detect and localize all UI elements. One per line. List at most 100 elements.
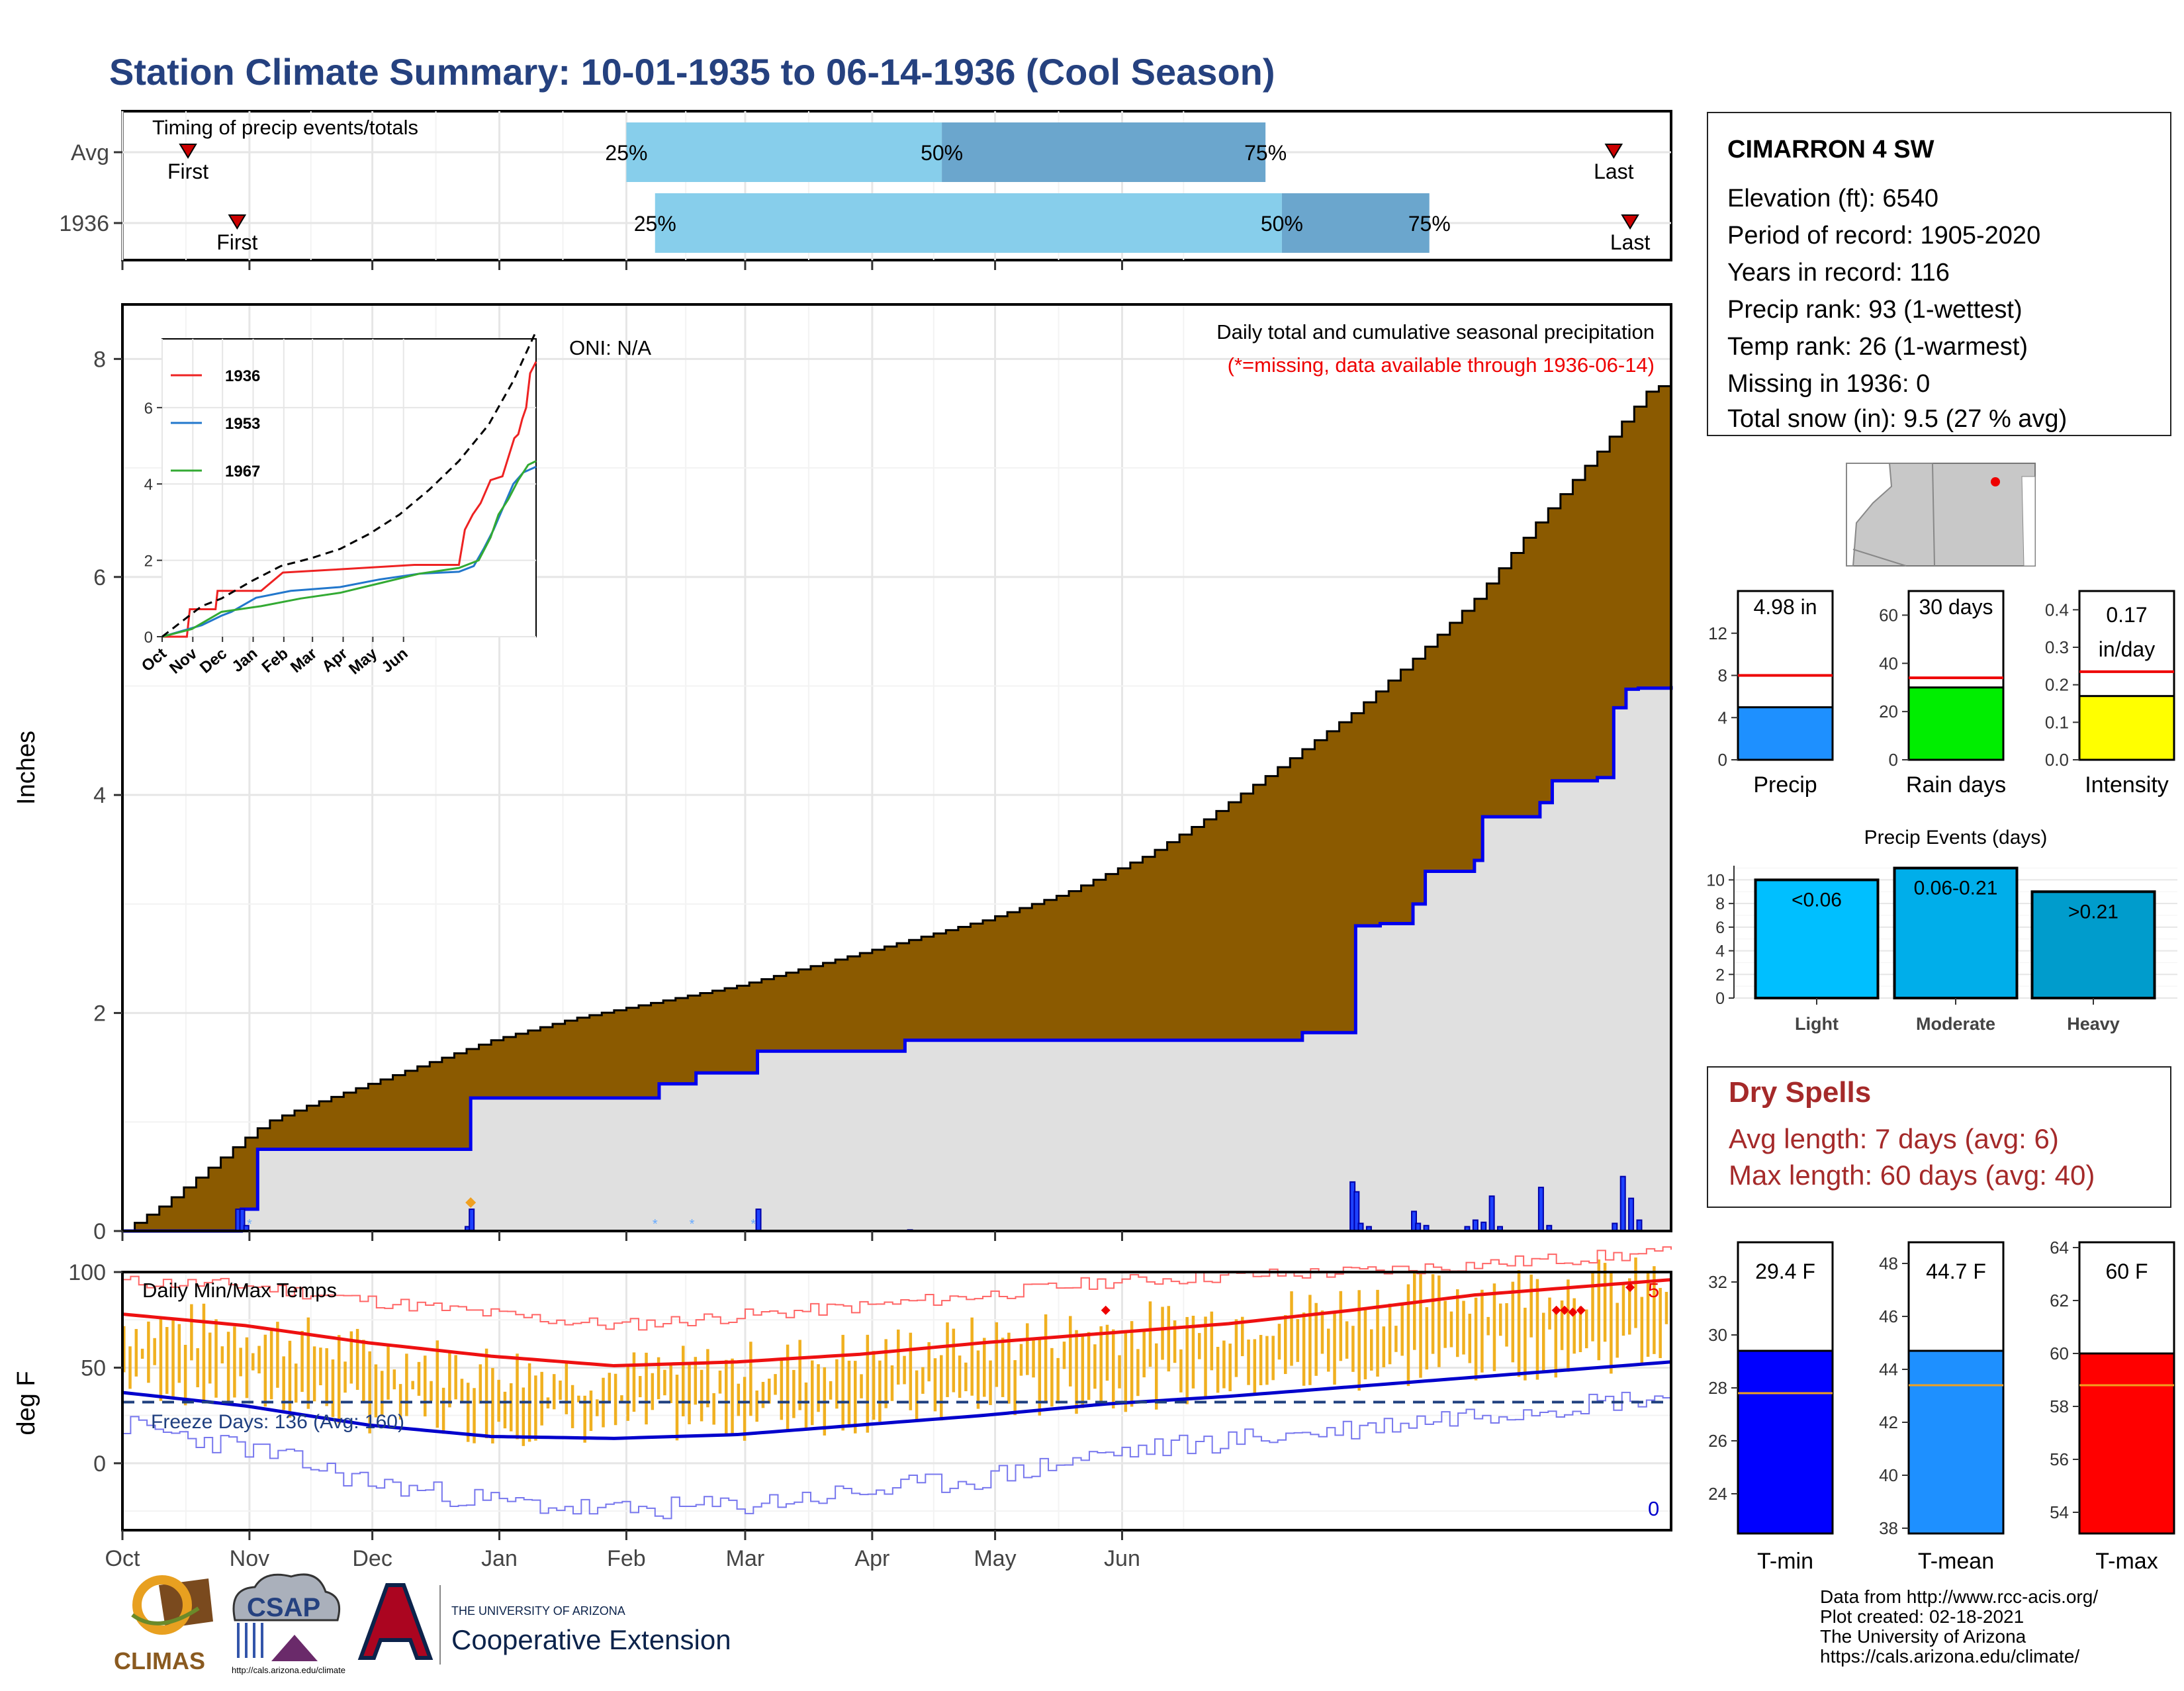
precip-y-tick-label: 0 [93,1219,106,1244]
temp-bar [478,1364,482,1404]
precip-subtitle: (*=missing, data available through 1936-… [1228,353,1655,377]
gauge-value-label: 44.7 F [1926,1259,1986,1283]
timing-axis [121,260,1123,270]
temp-bar [798,1340,801,1410]
temp-frame [121,1271,1672,1531]
temp-bar [1124,1330,1128,1412]
state-locator-map [1846,463,2036,567]
ua-top-text: THE UNIVERSITY OF ARIZONA [451,1604,625,1618]
daily-precip-bar [1537,1187,1544,1232]
temp-y-tick-label: 100 [68,1260,106,1285]
temp-bar [331,1359,335,1418]
temp-bar [312,1346,316,1402]
inset-series-line [162,361,537,638]
temp-bar [1517,1270,1521,1377]
temp-bar [909,1332,913,1410]
inset-y-tick-label: 6 [144,400,153,418]
inset-legend-label: 1953 [225,415,260,433]
temp-bar [1191,1316,1195,1389]
temp-bar [1345,1321,1349,1359]
temp-bar [675,1375,679,1441]
station-line: Years in record: 116 [1727,259,1950,287]
temp-bar [1327,1328,1330,1372]
temp-bar [1075,1330,1078,1414]
precip-y-tick-label: 8 [93,347,106,372]
record-high-marker [1576,1305,1586,1315]
temp-bar [731,1358,734,1434]
temp-bar [1413,1273,1416,1350]
temp-bar [620,1395,623,1402]
event-category-label: Light [1795,1014,1839,1034]
temp-bar [424,1355,427,1417]
temp-bar [202,1303,206,1401]
station-frame [1707,112,2171,436]
temp-lines [122,1246,1672,1520]
inset-legend-label: 1936 [225,367,260,385]
timing-q75-label: 75% [1244,141,1287,165]
temp-bar [1001,1338,1005,1397]
temp-bar [510,1383,513,1432]
temp-bar [570,1385,574,1428]
temp-bar [811,1360,814,1426]
daily-precip-bars [235,1175,1643,1232]
first-event-label: First [167,160,208,183]
map-state-border [1932,463,1935,567]
gauge-y-tick-label: 64 [2050,1238,2069,1257]
gauge-y-tick-label: 0.0 [2045,750,2069,770]
timing-bar-early [626,122,942,182]
last-event-label: Last [1594,160,1634,183]
gauge-y-tick-label: 44 [1879,1359,1898,1379]
timing-row-label: Avg [71,140,109,165]
station-line: Missing in 1936: 0 [1727,370,1930,398]
gauge-y-tick-label: 0.4 [2045,600,2069,619]
station-line: Precip rank: 93 (1-wettest) [1727,296,2023,324]
temp-bar [405,1353,408,1416]
temp-bar [1081,1334,1085,1408]
temp-bar [1173,1320,1177,1363]
temp-bar [1431,1274,1435,1354]
temp-bar [392,1369,396,1390]
temp-bar [220,1346,224,1364]
temp-bar [645,1352,648,1425]
dry-spells-avg: Avg length: 7 days (avg: 6) [1729,1123,2059,1154]
temp-bar [534,1375,537,1441]
inset-series-line [161,460,537,638]
station-location-dot [1991,477,2000,486]
ua-a-mark [357,1583,433,1660]
last-event-marker [1621,214,1639,230]
snow-marker: * [690,1217,695,1232]
temp-bar [995,1322,999,1387]
temp-bar [1585,1309,1588,1349]
temp-bar [1486,1316,1490,1336]
temp-bar [1136,1349,1140,1396]
temp-bar [718,1370,722,1394]
event-y-tick-label: 8 [1715,895,1725,913]
temp-bar [276,1322,279,1388]
gauge-category-label: T-min [1757,1549,1813,1574]
snow-marker: * [653,1217,658,1232]
daily-precip-bar [1636,1219,1643,1232]
rain-days-gauge: 0 20 40 60 30 days Rain days [1879,590,2006,798]
temp-bar [1019,1344,1023,1376]
temp-bar [1247,1339,1250,1385]
daily-precip-bar [1628,1197,1635,1232]
temp-bar [1615,1303,1619,1358]
csap-rain-lines [237,1623,263,1658]
month-tick-label: Jan [481,1546,518,1571]
intensity-gauge: 0.0 0.1 0.2 0.3 0.4 0.17 in/day Intensity [2045,590,2175,798]
gauge-y-tick-label: 56 [2050,1449,2069,1469]
gauge-y-tick-label: 60 [1879,605,1898,625]
temp-bar [282,1356,285,1410]
gauge-value-label: 0.17 [2106,603,2147,627]
temp-bar [1234,1319,1238,1377]
temp-bar [1535,1279,1539,1380]
gauge-y-tick-label: 62 [2050,1291,2069,1310]
temp-bar [251,1353,255,1371]
inset-y-tick-label: 4 [144,476,153,494]
temp-bar [884,1339,887,1408]
gauge-y-tick-label: 42 [1879,1412,1898,1432]
event-bar-label: >0.21 [2068,901,2118,923]
event-category-label: Moderate [1916,1014,1995,1034]
gauge-value-label: in/day [2099,637,2155,661]
